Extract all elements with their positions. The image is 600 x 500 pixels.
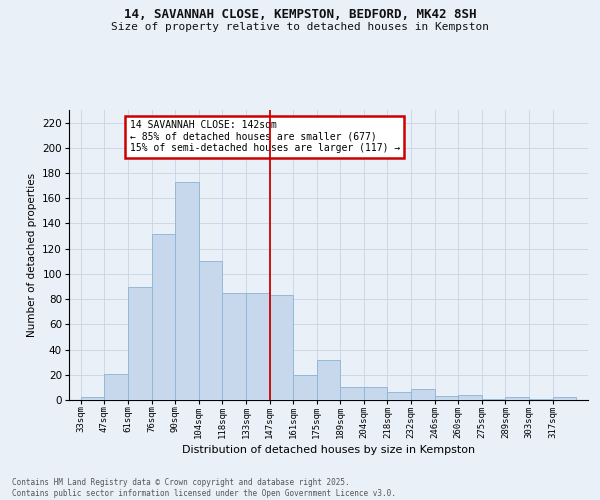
Bar bbox=[81, 398, 104, 400]
Bar bbox=[388, 392, 411, 400]
Bar bbox=[293, 375, 317, 400]
Bar bbox=[175, 182, 199, 400]
Text: Size of property relative to detached houses in Kempston: Size of property relative to detached ho… bbox=[111, 22, 489, 32]
Bar bbox=[199, 262, 223, 400]
Bar bbox=[104, 374, 128, 400]
Bar bbox=[553, 398, 576, 400]
Bar bbox=[364, 388, 388, 400]
Bar bbox=[128, 286, 152, 400]
Bar bbox=[246, 293, 269, 400]
Text: Contains HM Land Registry data © Crown copyright and database right 2025.
Contai: Contains HM Land Registry data © Crown c… bbox=[12, 478, 396, 498]
Y-axis label: Number of detached properties: Number of detached properties bbox=[27, 173, 37, 337]
Bar bbox=[269, 296, 293, 400]
Text: 14 SAVANNAH CLOSE: 142sqm
← 85% of detached houses are smaller (677)
15% of semi: 14 SAVANNAH CLOSE: 142sqm ← 85% of detac… bbox=[130, 120, 400, 154]
Text: 14, SAVANNAH CLOSE, KEMPSTON, BEDFORD, MK42 8SH: 14, SAVANNAH CLOSE, KEMPSTON, BEDFORD, M… bbox=[124, 8, 476, 20]
Bar bbox=[340, 388, 364, 400]
Bar bbox=[223, 293, 246, 400]
Bar bbox=[505, 398, 529, 400]
Bar bbox=[152, 234, 175, 400]
Bar bbox=[411, 388, 434, 400]
Bar bbox=[482, 398, 505, 400]
Bar bbox=[434, 396, 458, 400]
X-axis label: Distribution of detached houses by size in Kempston: Distribution of detached houses by size … bbox=[182, 445, 475, 455]
Bar bbox=[529, 398, 553, 400]
Bar bbox=[458, 395, 482, 400]
Bar bbox=[317, 360, 340, 400]
